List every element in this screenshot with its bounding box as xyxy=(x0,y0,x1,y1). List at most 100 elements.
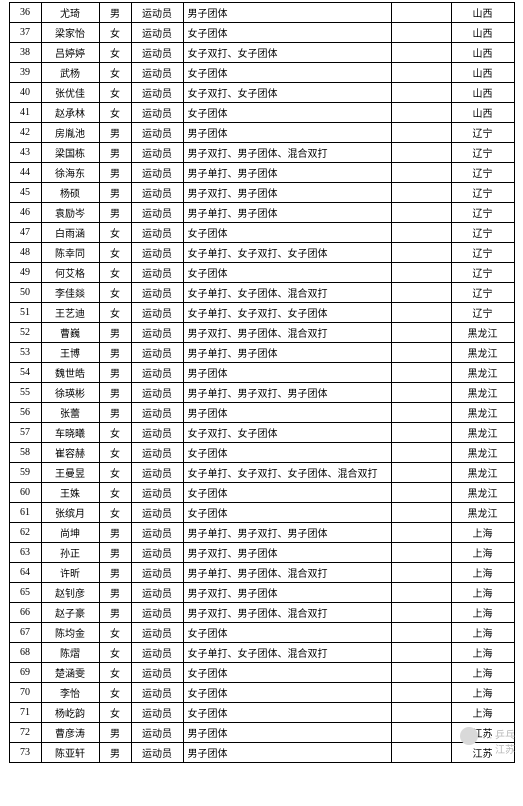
name-cell: 王姝 xyxy=(41,483,99,503)
sex-cell: 男 xyxy=(99,743,131,763)
event-cell: 男子双打、男子团体 xyxy=(183,183,391,203)
sex-cell: 男 xyxy=(99,123,131,143)
province-cell: 上海 xyxy=(451,683,514,703)
event-cell: 男子单打、男子团体 xyxy=(183,343,391,363)
name-cell: 房胤池 xyxy=(41,123,99,143)
blank-cell xyxy=(391,283,451,303)
province-cell: 辽宁 xyxy=(451,163,514,183)
province-cell: 上海 xyxy=(451,663,514,683)
name-cell: 白雨涵 xyxy=(41,223,99,243)
blank-cell xyxy=(391,183,451,203)
province-cell: 上海 xyxy=(451,623,514,643)
role-cell: 运动员 xyxy=(131,343,183,363)
event-cell: 男子单打、男子团体、混合双打 xyxy=(183,563,391,583)
no-cell: 57 xyxy=(9,423,41,443)
province-cell: 上海 xyxy=(451,703,514,723)
province-cell: 辽宁 xyxy=(451,243,514,263)
name-cell: 陈亚轩 xyxy=(41,743,99,763)
role-cell: 运动员 xyxy=(131,243,183,263)
sex-cell: 女 xyxy=(99,463,131,483)
sex-cell: 男 xyxy=(99,363,131,383)
event-cell: 男子团体 xyxy=(183,403,391,423)
event-cell: 女子团体 xyxy=(183,483,391,503)
no-cell: 69 xyxy=(9,663,41,683)
sex-cell: 女 xyxy=(99,663,131,683)
name-cell: 孙正 xyxy=(41,543,99,563)
no-cell: 67 xyxy=(9,623,41,643)
no-cell: 72 xyxy=(9,723,41,743)
event-cell: 女子单打、女子双打、女子团体 xyxy=(183,243,391,263)
table-row: 55徐瑛彬男运动员男子单打、男子双打、男子团体黑龙江 xyxy=(9,383,514,403)
no-cell: 49 xyxy=(9,263,41,283)
role-cell: 运动员 xyxy=(131,603,183,623)
province-cell: 山西 xyxy=(451,63,514,83)
event-cell: 女子单打、女子双打、女子团体 xyxy=(183,303,391,323)
no-cell: 62 xyxy=(9,523,41,543)
name-cell: 车晓曦 xyxy=(41,423,99,443)
event-cell: 女子团体 xyxy=(183,623,391,643)
role-cell: 运动员 xyxy=(131,543,183,563)
event-cell: 男子单打、男子双打、男子团体 xyxy=(183,523,391,543)
sex-cell: 女 xyxy=(99,103,131,123)
name-cell: 赵钊彦 xyxy=(41,583,99,603)
province-cell: 辽宁 xyxy=(451,143,514,163)
province-cell: 黑龙江 xyxy=(451,323,514,343)
name-cell: 袁励岑 xyxy=(41,203,99,223)
sex-cell: 女 xyxy=(99,43,131,63)
role-cell: 运动员 xyxy=(131,63,183,83)
sex-cell: 男 xyxy=(99,543,131,563)
no-cell: 70 xyxy=(9,683,41,703)
role-cell: 运动员 xyxy=(131,23,183,43)
province-cell: 黑龙江 xyxy=(451,483,514,503)
sex-cell: 男 xyxy=(99,343,131,363)
event-cell: 女子团体 xyxy=(183,23,391,43)
role-cell: 运动员 xyxy=(131,103,183,123)
no-cell: 61 xyxy=(9,503,41,523)
table-row: 61张缤月女运动员女子团体黑龙江 xyxy=(9,503,514,523)
province-cell: 上海 xyxy=(451,563,514,583)
name-cell: 崔容赫 xyxy=(41,443,99,463)
blank-cell xyxy=(391,343,451,363)
sex-cell: 男 xyxy=(99,603,131,623)
name-cell: 曹彦涛 xyxy=(41,723,99,743)
name-cell: 徐瑛彬 xyxy=(41,383,99,403)
sex-cell: 女 xyxy=(99,23,131,43)
blank-cell xyxy=(391,123,451,143)
no-cell: 43 xyxy=(9,143,41,163)
no-cell: 59 xyxy=(9,463,41,483)
role-cell: 运动员 xyxy=(131,523,183,543)
table-row: 46袁励岑男运动员男子单打、男子团体辽宁 xyxy=(9,203,514,223)
no-cell: 56 xyxy=(9,403,41,423)
name-cell: 徐海东 xyxy=(41,163,99,183)
role-cell: 运动员 xyxy=(131,3,183,23)
sex-cell: 女 xyxy=(99,423,131,443)
event-cell: 女子团体 xyxy=(183,703,391,723)
sex-cell: 男 xyxy=(99,323,131,343)
blank-cell xyxy=(391,383,451,403)
table-row: 36尤琦男运动员男子团体山西 xyxy=(9,3,514,23)
role-cell: 运动员 xyxy=(131,263,183,283)
table-row: 64许昕男运动员男子单打、男子团体、混合双打上海 xyxy=(9,563,514,583)
role-cell: 运动员 xyxy=(131,703,183,723)
role-cell: 运动员 xyxy=(131,163,183,183)
athlete-table: 36尤琦男运动员男子团体山西37梁家怡女运动员女子团体山西38吕婷婷女运动员女子… xyxy=(9,2,515,763)
name-cell: 杨屹韵 xyxy=(41,703,99,723)
table-row: 41赵承林女运动员女子团体山西 xyxy=(9,103,514,123)
role-cell: 运动员 xyxy=(131,303,183,323)
event-cell: 女子单打、女子双打、女子团体、混合双打 xyxy=(183,463,391,483)
event-cell: 男子团体 xyxy=(183,123,391,143)
sex-cell: 女 xyxy=(99,623,131,643)
province-cell: 江苏 xyxy=(451,743,514,763)
name-cell: 李佳燚 xyxy=(41,283,99,303)
role-cell: 运动员 xyxy=(131,123,183,143)
blank-cell xyxy=(391,143,451,163)
table-row: 39武杨女运动员女子团体山西 xyxy=(9,63,514,83)
province-cell: 山西 xyxy=(451,43,514,63)
table-row: 43梁国栋男运动员男子双打、男子团体、混合双打辽宁 xyxy=(9,143,514,163)
sex-cell: 男 xyxy=(99,143,131,163)
blank-cell xyxy=(391,663,451,683)
sex-cell: 女 xyxy=(99,303,131,323)
role-cell: 运动员 xyxy=(131,43,183,63)
name-cell: 陈幸同 xyxy=(41,243,99,263)
name-cell: 王曼昱 xyxy=(41,463,99,483)
